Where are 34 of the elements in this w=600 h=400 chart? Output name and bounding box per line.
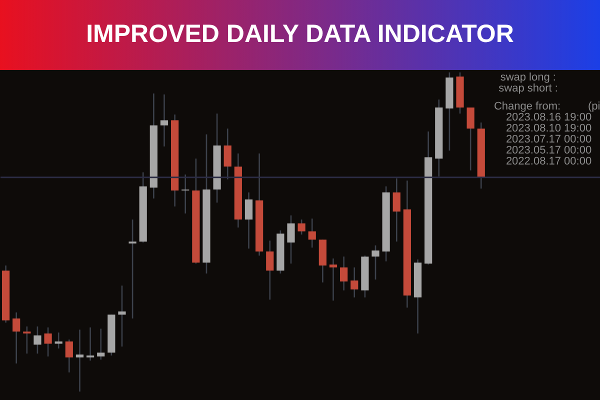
candlestick: [128, 218, 136, 320]
candlestick: [76, 329, 84, 392]
text: 2023.08.16 19:00: [506, 111, 592, 124]
candlestick: [97, 328, 105, 360]
candlestick: [12, 312, 20, 364]
candlestick: [287, 214, 295, 264]
candlestick: [182, 174, 190, 214]
text: swap short :: [498, 82, 558, 94]
text: 2023.05.17 00:00: [506, 144, 592, 156]
candlestick: [86, 326, 94, 362]
candlestick: [298, 218, 306, 236]
candlestick: [244, 192, 253, 250]
candlestick: [350, 266, 358, 298]
candlestick: [392, 178, 400, 242]
text: 2023.07.17 00:00: [506, 133, 592, 146]
candlestick: [266, 240, 274, 300]
text: swap long :: [500, 71, 556, 84]
candlestick: [308, 218, 316, 248]
text: Change from:: [494, 100, 561, 112]
candlestick: [23, 326, 31, 354]
candlestick: [372, 244, 380, 280]
chart-title: IMPROVED DAILY DATA INDICATOR: [86, 19, 514, 50]
candlestick: [34, 326, 42, 354]
candlestick: [340, 256, 348, 292]
candlestick: [65, 338, 73, 374]
candlestick: [160, 94, 168, 148]
text: 2022.08.17 00:00: [506, 155, 592, 168]
text: 2023.08.10 19:00: [506, 122, 592, 134]
candlestick: [118, 284, 126, 348]
candlestick: [466, 106, 474, 172]
candlestick: [329, 258, 338, 302]
candlestick: [44, 326, 52, 358]
candlestick: [224, 128, 232, 180]
text: (pi: [588, 100, 600, 112]
